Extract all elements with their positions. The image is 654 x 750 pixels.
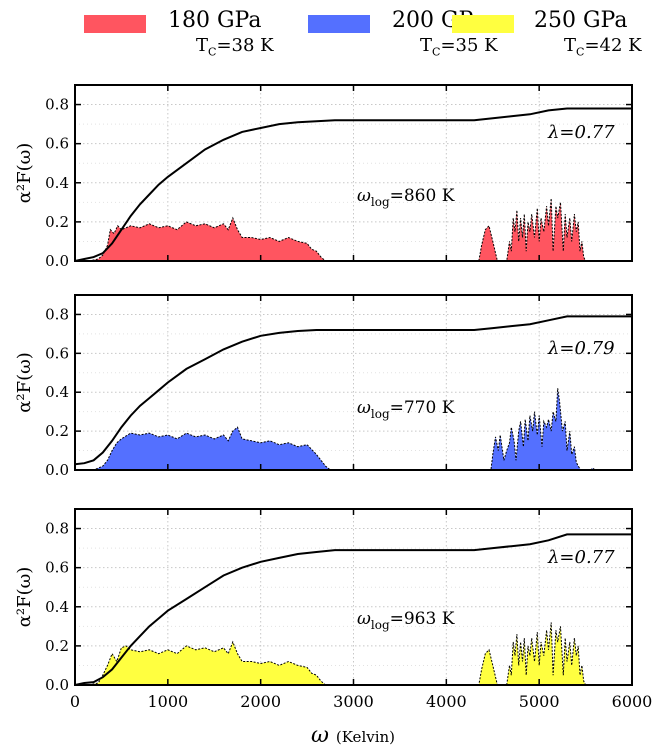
x-tick-label: 2000 [240,692,281,711]
y-axis-label: α²F(ω) [14,352,35,413]
y-tick-label: 0.6 [45,135,69,153]
lambda-curve [74,107,632,262]
alpha2f-area [75,198,632,261]
alpha2f-outline [75,388,632,471]
omega-log-annotation: ωlog=770 K [357,398,455,421]
y-axis-label: α²F(ω) [14,143,35,204]
y-tick-label: 0.4 [45,383,69,401]
legend: 180 GPa TC=38 K 200 GPa TC=35 K 250 GPa … [0,0,654,70]
x-tick-label: 5000 [519,692,560,711]
panel-180gpa: 0.0 0.2 0.4 0.6 0.8 α²F(ω) λ=0.77 ωlog=860 K [14,84,633,270]
lambda-annotation: λ=0.79 [547,338,615,359]
lambda-curve [74,533,632,686]
x-tick-label: 0 [70,692,80,711]
y-tick-label: 0.2 [45,213,69,231]
legend-swatch-250gpa [452,15,514,33]
y-tick-label: 0.0 [45,676,69,694]
y-tick-label: 0.6 [45,344,69,362]
legend-tc-200gpa: TC=35 K [420,35,498,59]
y-tick-label: 0.4 [45,174,69,192]
y-tick-label: 0.4 [45,598,69,616]
x-tick-label: 3000 [333,692,374,711]
legend-label-180gpa: 180 GPa [168,8,262,33]
legend-label-250gpa: 250 GPa [534,8,628,33]
alpha2f-outline [75,622,632,686]
y-tick-label: 0.8 [45,96,69,114]
legend-swatch-180gpa [84,15,146,33]
lambda-annotation: λ=0.77 [547,122,615,143]
lambda-annotation: λ=0.77 [547,547,615,568]
legend-swatch-200gpa [308,15,370,33]
alpha2f-area [75,622,632,685]
y-tick-label: 0.8 [45,305,69,323]
alpha2f-area [75,388,632,470]
panel-250gpa: 0 1000 2000 3000 4000 5000 6000 0.0 0.2 0.4 0.6 0.8… [14,508,653,748]
x-axis-label: ω (Kelvin) [311,723,395,748]
y-tick-label: 0.0 [45,461,69,479]
alpha2f-outline [75,198,632,262]
legend-tc-180gpa: TC=38 K [196,35,274,59]
y-tick-label: 0.8 [45,520,69,538]
lambda-curve [74,315,632,466]
y-axis-label: α²F(ω) [14,567,35,628]
x-tick-label: 6000 [612,692,653,711]
omega-log-annotation: ωlog=963 K [357,609,455,632]
panel-200gpa: 0.0 0.2 0.4 0.6 0.8 α²F(ω) λ=0.79 ωlog=770 K [14,294,633,479]
y-tick-label: 0.2 [45,422,69,440]
y-tick-label: 0.6 [45,559,69,577]
y-tick-label: 0.0 [45,252,69,270]
legend-tc-250gpa: TC=42 K [564,35,642,59]
omega-log-annotation: ωlog=860 K [357,186,455,209]
y-tick-label: 0.2 [45,637,69,655]
x-tick-label: 4000 [426,692,467,711]
x-tick-label: 1000 [147,692,188,711]
